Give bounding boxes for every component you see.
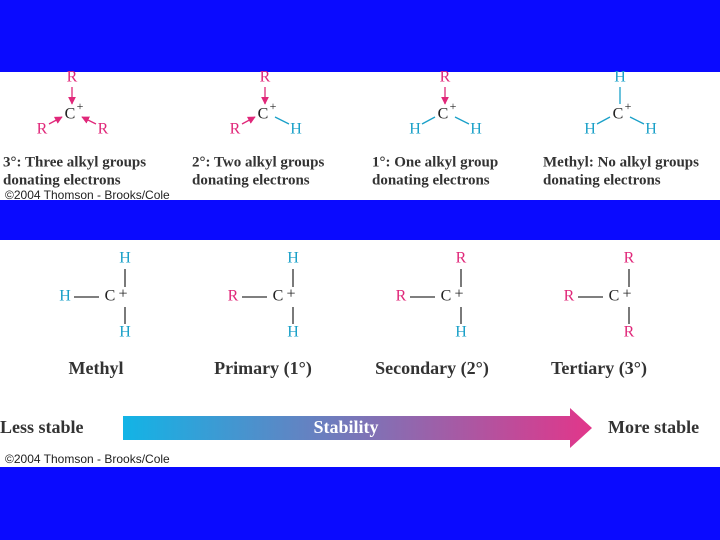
atom: H bbox=[287, 324, 299, 341]
carbon: C bbox=[441, 288, 452, 305]
less-stable: Less stable bbox=[0, 417, 84, 437]
caption: donating electrons bbox=[543, 172, 661, 188]
donation-arrow bbox=[81, 116, 97, 125]
caption: donating electrons bbox=[192, 172, 310, 188]
atom: R bbox=[67, 69, 78, 86]
atom: R bbox=[396, 288, 407, 305]
top-panel bbox=[0, 72, 720, 200]
caption: 3°: Three alkyl groups bbox=[3, 154, 146, 170]
bond bbox=[454, 116, 470, 125]
stability-label: Stability bbox=[313, 417, 378, 437]
atom: R bbox=[624, 250, 635, 267]
charge: + bbox=[622, 286, 631, 303]
charge: + bbox=[625, 99, 632, 113]
credit: ©2004 Thomson - Brooks/Cole bbox=[5, 452, 170, 466]
bond bbox=[596, 116, 611, 125]
carbon: C bbox=[105, 288, 116, 305]
cation-name: Tertiary (3°) bbox=[551, 358, 647, 379]
atom: H bbox=[455, 324, 467, 341]
atom: H bbox=[287, 250, 299, 267]
atom: R bbox=[230, 121, 241, 138]
caption: Methyl: No alkyl groups bbox=[543, 154, 699, 170]
atom: R bbox=[456, 250, 467, 267]
carbon: C bbox=[438, 106, 449, 123]
caption: 1°: One alkyl group bbox=[372, 154, 498, 170]
charge: + bbox=[77, 99, 84, 113]
atom: H bbox=[290, 121, 302, 138]
carbon: C bbox=[609, 288, 620, 305]
carbon: C bbox=[613, 106, 624, 123]
atom: H bbox=[119, 324, 131, 341]
atom: H bbox=[409, 121, 421, 138]
donation-arrow bbox=[241, 116, 256, 125]
charge: + bbox=[118, 286, 127, 303]
atom: H bbox=[470, 121, 482, 138]
atom: H bbox=[614, 69, 626, 86]
atom: H bbox=[645, 121, 657, 138]
atom: R bbox=[440, 69, 451, 86]
caption: donating electrons bbox=[3, 172, 121, 188]
bond bbox=[629, 116, 645, 125]
caption: 2°: Two alkyl groups bbox=[192, 154, 324, 170]
carbon: C bbox=[258, 106, 269, 123]
cation-name: Secondary (2°) bbox=[375, 358, 489, 379]
bond bbox=[421, 116, 436, 125]
charge: + bbox=[450, 99, 457, 113]
cation-name: Primary (1°) bbox=[214, 358, 312, 379]
charge: + bbox=[270, 99, 277, 113]
more-stable: More stable bbox=[608, 417, 699, 437]
atom: R bbox=[624, 324, 635, 341]
bond bbox=[274, 116, 290, 125]
cation-name: Methyl bbox=[69, 358, 124, 378]
stability-arrow bbox=[123, 408, 592, 448]
charge: + bbox=[286, 286, 295, 303]
charge: + bbox=[454, 286, 463, 303]
atom: R bbox=[260, 69, 271, 86]
atom: H bbox=[119, 250, 131, 267]
atom: R bbox=[564, 288, 575, 305]
atom: H bbox=[584, 121, 596, 138]
carbon: C bbox=[273, 288, 284, 305]
donation-arrow bbox=[48, 116, 63, 125]
carbon: C bbox=[65, 106, 76, 123]
caption: donating electrons bbox=[372, 172, 490, 188]
atom: R bbox=[228, 288, 239, 305]
credit: ©2004 Thomson - Brooks/Cole bbox=[5, 188, 170, 202]
atom: R bbox=[98, 121, 109, 138]
atom: R bbox=[37, 121, 48, 138]
atom: H bbox=[59, 288, 71, 305]
